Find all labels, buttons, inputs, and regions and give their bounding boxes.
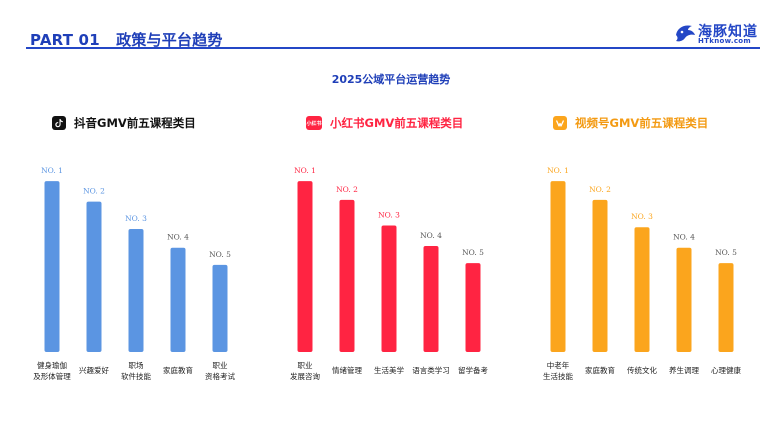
shipinhao-panel-title: 视频号GMV前五课程类目 xyxy=(553,114,708,132)
shipinhao-rank-label-2: NO. 2 xyxy=(589,185,611,194)
douyin-bar-2 xyxy=(86,201,102,352)
shipinhao-bar-1 xyxy=(550,181,566,352)
logo-text: 海豚知道 xyxy=(698,24,758,40)
shipinhao-bar-5 xyxy=(718,263,734,352)
xiaohongshu-bar-4 xyxy=(423,246,439,352)
douyin-rank-label-2: NO. 2 xyxy=(83,187,105,196)
xiaohongshu-category-label-1: 职业发展咨询 xyxy=(290,360,320,381)
xiaohongshu-icon: 小红书 xyxy=(306,116,322,130)
chart-main-title: 2025公域平台运营趋势 xyxy=(331,73,451,86)
xiaohongshu-rank-label-1: NO. 1 xyxy=(294,166,316,175)
xiaohongshu-rank-label-4: NO. 4 xyxy=(420,231,442,240)
xiaohongshu-chart: NO. 1 职业发展咨询 NO. 2 情绪管理 NO. 3 生活美学 NO. 4 语言类学习 N… xyxy=(290,166,488,381)
xiaohongshu-chart-title: 小红书GMV前五课程类目 xyxy=(330,116,464,130)
dolphin-logo-icon xyxy=(676,25,695,42)
brand-logo: 海豚知道 HTknow.com xyxy=(674,21,757,47)
xiaohongshu-icon-text: 小红书 xyxy=(306,120,322,127)
douyin-rank-label-5: NO. 5 xyxy=(209,250,231,259)
shipinhao-bar-2 xyxy=(592,199,608,352)
shipinhao-category-label-5: 心理健康 xyxy=(711,365,741,375)
douyin-panel-title: 抖音GMV前五课程类目 xyxy=(52,114,196,132)
shipinhao-rank-label-4: NO. 4 xyxy=(673,233,695,242)
douyin-chart: NO. 1 健身瑜伽及形体管理 NO. 2 兴趣爱好 NO. 3 职场软件技能 NO. 4 家… xyxy=(33,166,235,381)
shipinhao-category-label-3: 传统文化 xyxy=(627,365,657,375)
xiaohongshu-category-label-4: 语言类学习 xyxy=(412,365,450,375)
douyin-rank-label-4: NO. 4 xyxy=(167,233,189,242)
shipinhao-chart: NO. 1 中老年生活技能 NO. 2 家庭教育 NO. 3 传统文化 NO. 4 养生调理 N… xyxy=(543,166,741,381)
douyin-bar-4 xyxy=(170,247,186,352)
douyin-category-label-1: 健身瑜伽及形体管理 xyxy=(33,360,71,381)
douyin-bar-1 xyxy=(44,181,60,352)
xiaohongshu-rank-label-2: NO. 2 xyxy=(336,185,358,194)
header-divider xyxy=(26,47,760,49)
xiaohongshu-bar-5 xyxy=(465,263,481,352)
douyin-category-label-5: 职业资格考试 xyxy=(205,360,235,381)
xiaohongshu-category-label-3: 生活美学 xyxy=(374,365,404,375)
shipinhao-rank-label-5: NO. 5 xyxy=(715,248,737,257)
douyin-icon xyxy=(52,116,66,130)
shipinhao-rank-label-3: NO. 3 xyxy=(631,212,653,221)
xiaohongshu-rank-label-5: NO. 5 xyxy=(462,248,484,257)
xiaohongshu-bar-3 xyxy=(381,225,397,352)
douyin-bar-5 xyxy=(212,264,228,352)
xiaohongshu-bar-1 xyxy=(297,181,313,352)
shipinhao-category-label-2: 家庭教育 xyxy=(585,365,615,375)
shipinhao-icon xyxy=(553,116,567,130)
xiaohongshu-category-label-5: 留学备考 xyxy=(458,365,488,375)
douyin-category-label-3: 职场软件技能 xyxy=(121,361,151,381)
douyin-category-label-4: 家庭教育 xyxy=(163,365,193,375)
xiaohongshu-panel-title: 小红书 小红书GMV前五课程类目 xyxy=(306,114,463,132)
shipinhao-rank-label-1: NO. 1 xyxy=(547,166,569,175)
section-header: PART 01 政策与平台趋势 xyxy=(30,29,223,50)
shipinhao-chart-title: 视频号GMV前五课程类目 xyxy=(575,116,709,130)
douyin-rank-label-3: NO. 3 xyxy=(125,214,147,223)
shipinhao-category-label-1: 中老年生活技能 xyxy=(543,360,573,381)
shipinhao-category-label-4: 养生调理 xyxy=(669,365,699,375)
xiaohongshu-rank-label-3: NO. 3 xyxy=(378,211,400,220)
xiaohongshu-category-label-2: 情绪管理 xyxy=(332,365,362,375)
shipinhao-bar-4 xyxy=(676,247,692,352)
douyin-category-label-2: 兴趣爱好 xyxy=(79,365,109,375)
section-number: PART 01 xyxy=(30,31,100,49)
xiaohongshu-bar-2 xyxy=(339,199,355,352)
douyin-chart-title: 抖音GMV前五课程类目 xyxy=(74,116,196,130)
douyin-rank-label-1: NO. 1 xyxy=(41,166,63,175)
logo-subtext: HTknow.com xyxy=(698,37,752,45)
douyin-bar-3 xyxy=(128,228,144,352)
section-title: 政策与平台趋势 xyxy=(116,31,223,49)
shipinhao-bar-3 xyxy=(634,227,650,352)
